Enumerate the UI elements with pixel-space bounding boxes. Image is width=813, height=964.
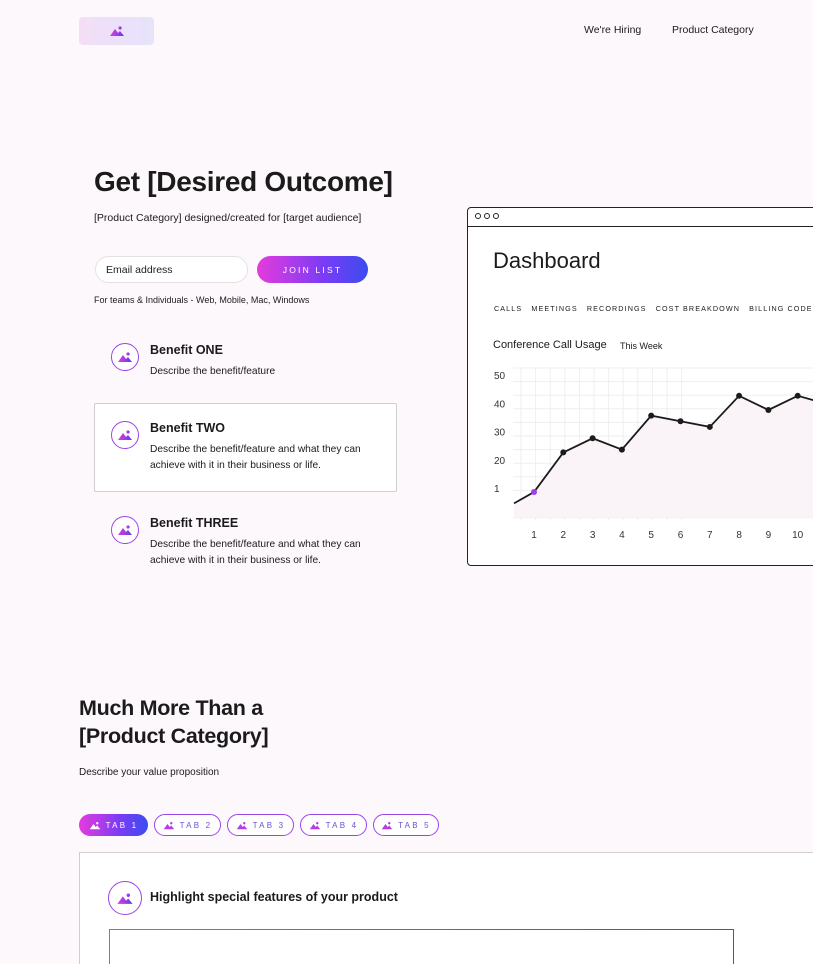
- chart-area: [514, 395, 813, 518]
- x-tick-label: 9: [766, 530, 772, 541]
- x-tick-label: 6: [678, 530, 684, 541]
- benefit-three-title: Benefit THREE: [150, 516, 239, 530]
- x-tick-label: 2: [561, 530, 567, 541]
- hero-title: Get [Desired Outcome]: [94, 166, 393, 197]
- dashboard-tabs: CALLS MEETINGS RECORDINGS COST BREAKDOWN…: [494, 304, 813, 313]
- tab-2-label: TAB 2: [179, 820, 213, 830]
- window-dot-icon: [484, 213, 490, 219]
- benefit-one-desc: Describe the benefit/feature: [150, 366, 276, 377]
- tab-4[interactable]: TAB 4: [300, 814, 367, 836]
- section-subtitle: Describe your value proposition: [79, 767, 220, 778]
- data-point: [677, 418, 684, 425]
- platforms-note: For teams & Individuals - Web, Mobile, M…: [94, 295, 310, 305]
- logo[interactable]: [79, 17, 154, 45]
- data-point: [648, 412, 655, 419]
- image-icon: [236, 821, 247, 829]
- benefit-one-icon: [111, 343, 139, 371]
- y-tick-label: 30: [494, 428, 506, 439]
- join-list-button[interactable]: JOIN LIST: [257, 256, 368, 283]
- x-tick-label: 10: [792, 530, 804, 541]
- section-title: Much More Than a [Product Category]: [79, 696, 269, 748]
- data-point: [531, 489, 537, 496]
- benefit-two-card[interactable]: [94, 403, 397, 492]
- nav-hiring[interactable]: We're Hiring: [584, 24, 642, 36]
- data-point: [560, 449, 567, 456]
- feature-icon: [108, 881, 142, 915]
- image-icon: [381, 821, 393, 829]
- tab-5[interactable]: TAB 5: [373, 814, 439, 836]
- x-tick-label: 7: [707, 530, 713, 541]
- tab-1[interactable]: TAB 1: [79, 814, 148, 836]
- data-point: [589, 435, 596, 442]
- panel-title: Highlight special features of your produ…: [150, 890, 398, 904]
- y-tick-label: 1: [494, 484, 500, 495]
- x-tick-label: 8: [736, 530, 742, 541]
- x-tick-label: 4: [619, 530, 625, 541]
- image-icon: [309, 821, 320, 829]
- window-dot-icon: [475, 213, 481, 219]
- data-point: [794, 392, 801, 399]
- y-tick-label: 50: [494, 371, 506, 382]
- benefit-three-desc: Describe the benefit/feature and what th…: [150, 539, 361, 566]
- image-icon: [109, 26, 124, 36]
- benefit-three-icon: [111, 516, 139, 544]
- feature-preview-frame: [109, 929, 734, 964]
- data-point: [765, 406, 772, 413]
- hero-subtitle: [Product Category] designed/created for …: [94, 212, 362, 224]
- dashboard-tab-calls[interactable]: CALLS: [494, 304, 523, 313]
- image-icon: [163, 821, 174, 829]
- benefit-two-icon: [111, 421, 139, 449]
- window-titlebar: [468, 208, 813, 227]
- image-icon: [89, 821, 100, 829]
- image-icon: [118, 352, 132, 362]
- tab-5-label: TAB 5: [398, 820, 431, 830]
- benefit-two-desc: Describe the benefit/feature and what th…: [150, 444, 361, 471]
- email-input[interactable]: [95, 256, 248, 283]
- usage-label: Conference Call Usage: [493, 339, 607, 351]
- tab-1-label: TAB 1: [105, 820, 139, 830]
- data-point: [618, 446, 625, 453]
- x-tick-label: 5: [648, 530, 654, 541]
- tab-2[interactable]: TAB 2: [154, 814, 221, 836]
- image-icon: [118, 525, 132, 535]
- tab-4-label: TAB 4: [325, 820, 359, 830]
- dashboard-tab-cost-breakdown[interactable]: COST BREAKDOWN: [655, 304, 741, 313]
- dashboard-tab-meetings[interactable]: MEETINGS: [531, 304, 578, 313]
- tab-3[interactable]: TAB 3: [227, 814, 294, 836]
- dashboard-tab-billing-code[interactable]: BILLING CODE: [749, 304, 813, 313]
- usage-period[interactable]: This Week: [620, 341, 663, 351]
- image-icon: [117, 893, 133, 904]
- y-tick-label: 20: [494, 456, 506, 467]
- x-tick-label: 1: [531, 530, 537, 541]
- window-dot-icon: [493, 213, 499, 219]
- image-icon: [118, 430, 132, 440]
- benefit-two-title: Benefit TWO: [150, 421, 225, 435]
- y-tick-label: 40: [494, 399, 506, 410]
- chart-line: [513, 394, 813, 505]
- dashboard-title: Dashboard: [493, 248, 601, 273]
- x-tick-label: 3: [590, 530, 596, 541]
- dashboard-tab-recordings[interactable]: RECORDINGS: [586, 304, 647, 313]
- tab-3-label: TAB 3: [252, 820, 286, 830]
- dashboard-window: Dashboard CALLS MEETINGS RECORDINGS COST…: [467, 207, 813, 566]
- data-point: [736, 392, 743, 399]
- benefit-one-title: Benefit ONE: [150, 343, 223, 357]
- data-point: [706, 423, 713, 430]
- nav-product-category[interactable]: Product Category: [672, 24, 754, 36]
